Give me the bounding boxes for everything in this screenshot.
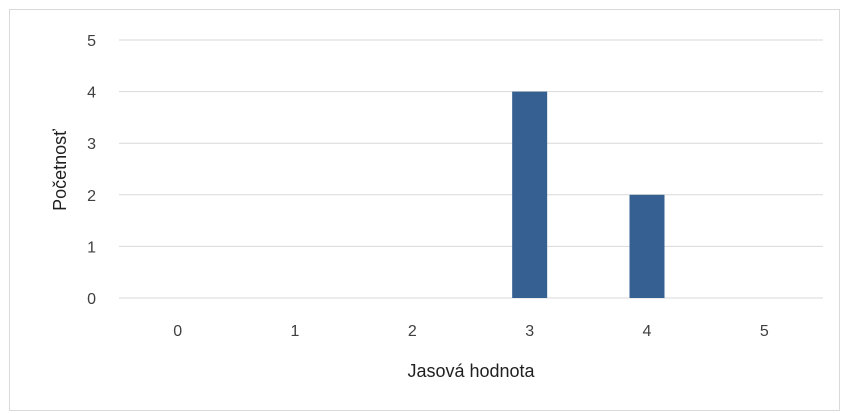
y-tick-label: 5 [87, 33, 96, 50]
x-axis-title: Jasová hodnota [407, 361, 535, 381]
x-tick-label: 3 [525, 323, 534, 340]
bars [512, 91, 665, 298]
y-tick-label: 1 [87, 239, 96, 256]
y-axis-title: Početnosť [50, 129, 70, 211]
y-tick-label: 2 [87, 188, 96, 205]
x-tick-label: 1 [291, 323, 300, 340]
y-axis-ticks: 0 1 2 3 4 5 [87, 33, 96, 308]
bar-4 [629, 194, 665, 298]
chart-frame [9, 9, 840, 411]
x-tick-label: 2 [408, 323, 417, 340]
bar-3 [512, 91, 548, 298]
y-tick-label: 3 [87, 136, 96, 153]
x-axis-ticks: 0 1 2 3 4 5 [173, 323, 769, 340]
y-tick-label: 4 [87, 85, 96, 102]
x-tick-label: 0 [173, 323, 182, 340]
x-tick-label: 5 [760, 323, 769, 340]
x-tick-label: 4 [643, 323, 652, 340]
gridlines [119, 39, 823, 299]
y-tick-label: 0 [87, 291, 96, 308]
